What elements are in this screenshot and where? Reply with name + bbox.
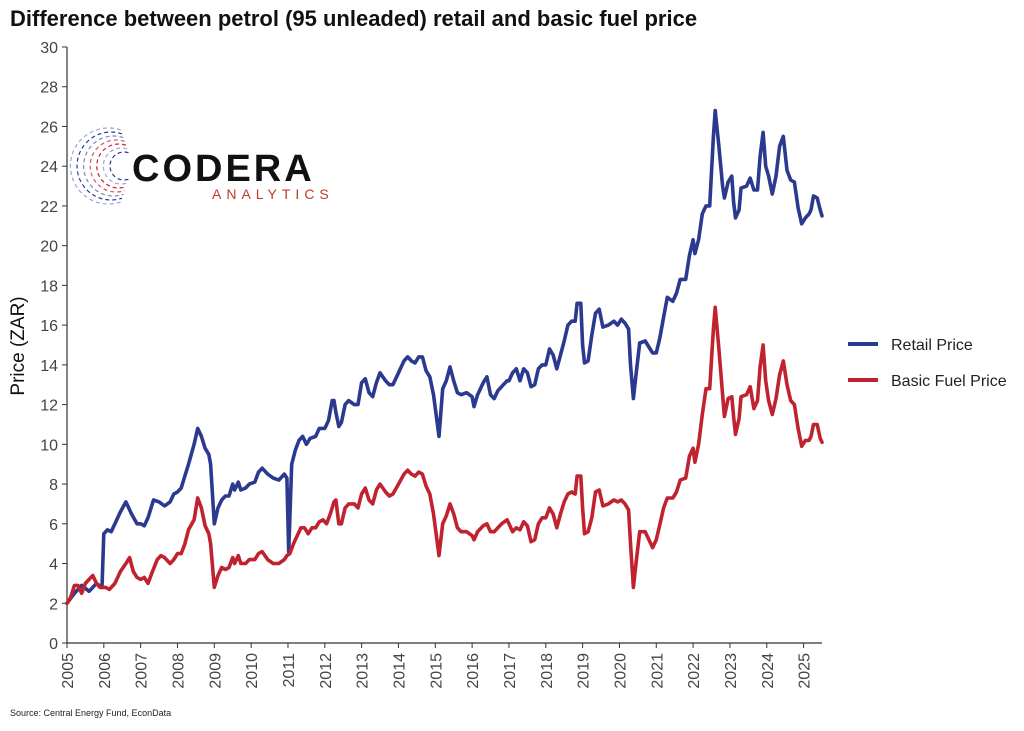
- y-axis-title: Price (ZAR): [8, 296, 29, 395]
- y-tick-label: 18: [40, 278, 58, 295]
- y-tick-label: 8: [49, 477, 58, 494]
- logo-circuit-icon: [69, 127, 129, 205]
- logo-ring: [96, 143, 127, 189]
- x-tick-label: 2005: [60, 653, 77, 689]
- logo-ring: [109, 151, 129, 181]
- logo-name: CODERA: [132, 148, 315, 190]
- x-tick-label: 2021: [649, 653, 666, 689]
- x-tick-label: 2023: [723, 653, 740, 689]
- y-tick-label: 26: [40, 119, 58, 136]
- x-tick-label: 2019: [576, 653, 593, 689]
- series-lines: [65, 108, 824, 606]
- y-tick-label: 16: [40, 318, 58, 335]
- axes: [66, 47, 822, 644]
- y-tick-label: 2: [49, 596, 58, 613]
- y-tick-label: 4: [49, 557, 58, 574]
- logo-ring: [69, 127, 121, 205]
- y-tick-label: 6: [49, 517, 58, 534]
- x-tick-label: 2024: [760, 653, 777, 689]
- y-tick-label: 22: [40, 199, 58, 216]
- x-tick-label: 2009: [207, 653, 224, 689]
- x-tick-label: 2008: [170, 653, 187, 689]
- x-tick-label: 2015: [428, 653, 445, 689]
- y-tick-label: 20: [40, 239, 58, 256]
- logo-tagline: ANALYTICS: [212, 186, 334, 202]
- logo-ring: [102, 147, 128, 185]
- source-note: Source: Central Energy Fund, EconData: [10, 708, 172, 718]
- logo-ring: [76, 131, 123, 201]
- y-tick-label: 28: [40, 80, 58, 97]
- legend: Retail Price Basic Fuel Price: [848, 337, 1007, 390]
- x-tick-label: 2022: [686, 653, 703, 689]
- y-tick-label: 0: [49, 636, 58, 653]
- y-tick-label: 30: [40, 40, 58, 57]
- series-line-basic-fuel-price: [65, 305, 824, 606]
- y-tick-label: 10: [40, 437, 58, 454]
- x-tick-label: 2013: [355, 653, 372, 689]
- x-tick-label: 2014: [391, 653, 408, 689]
- x-tick-label: 2020: [612, 653, 629, 689]
- chart-title: Difference between petrol (95 unleaded) …: [10, 6, 698, 31]
- x-tick-label: 2010: [244, 653, 261, 689]
- x-tick-label: 2025: [797, 653, 814, 689]
- logo-ring: [83, 135, 124, 197]
- x-tick-label: 2018: [539, 653, 556, 689]
- legend-label: Basic Fuel Price: [891, 373, 1007, 390]
- x-tick-label: 2012: [318, 653, 335, 689]
- x-tick-label: 2011: [281, 653, 298, 688]
- x-tick-label: 2017: [502, 653, 519, 689]
- y-tick-label: 12: [40, 398, 58, 415]
- legend-label: Retail Price: [891, 337, 973, 354]
- codera-logo: CODERA ANALYTICS: [69, 127, 334, 205]
- x-tick-label: 2007: [134, 653, 151, 689]
- logo-ring: [89, 139, 125, 193]
- y-tick-label: 24: [40, 159, 58, 176]
- x-tick-label: 2006: [97, 653, 114, 689]
- y-tick-label: 14: [40, 358, 58, 375]
- x-tick-label: 2016: [465, 653, 482, 689]
- series-line-retail-price: [65, 108, 824, 606]
- x-axis-ticks: 2005 2006 2007 2008 2009 2010 2011 2012 2013 2014…: [60, 643, 814, 689]
